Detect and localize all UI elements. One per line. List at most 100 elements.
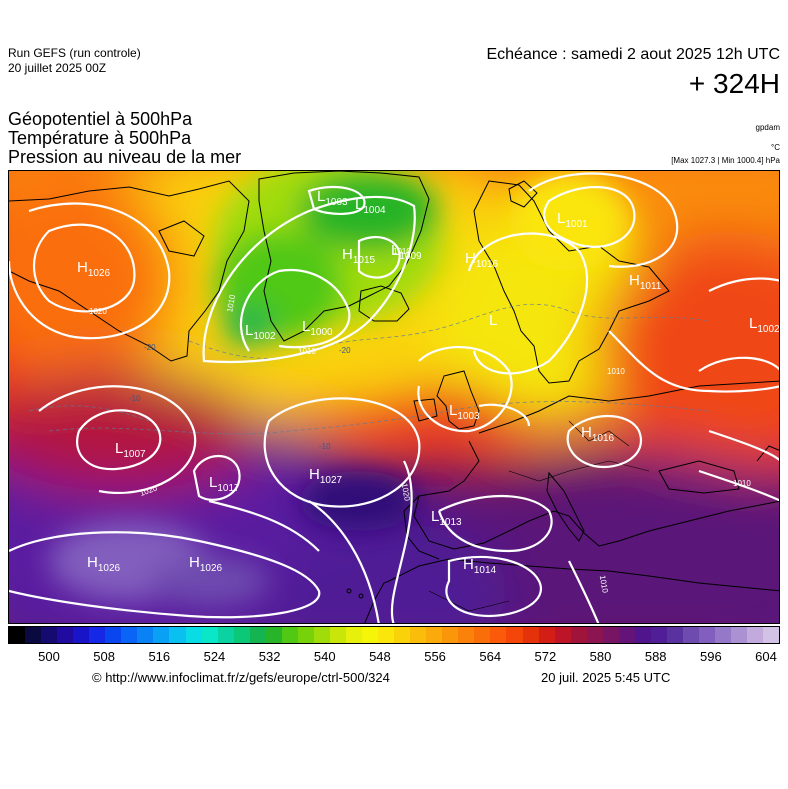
- colorbar-swatch: [763, 627, 780, 643]
- colorbar-swatch: [490, 627, 507, 643]
- colorbar-swatch: [378, 627, 395, 643]
- colorbar-tick-label: 580: [589, 649, 612, 664]
- colorbar-swatch: [522, 627, 539, 643]
- footer-url: © http://www.infoclimat.fr/z/gefs/europe…: [92, 670, 390, 685]
- isobars: [9, 172, 779, 623]
- colorbar-swatch: [281, 627, 298, 643]
- weather-map: H1026 L1003 L1004 H1015 L1009 H1016 L100…: [8, 170, 780, 624]
- colorbar-swatch: [153, 627, 170, 643]
- colorbar-tick-label: 556: [424, 649, 446, 664]
- isobar-label: 1020: [89, 307, 107, 316]
- center-l1001: L1001: [557, 210, 588, 230]
- colorbar-swatch: [618, 627, 635, 643]
- center-l1009: L1009: [391, 242, 422, 262]
- center-l1013: L1013: [431, 508, 462, 528]
- center-l1004: L1004: [355, 196, 386, 216]
- center-h1026-sw: H1026: [87, 554, 121, 574]
- colorbar-swatch: [747, 627, 764, 643]
- colorbar-swatch: [426, 627, 443, 643]
- colorbar-swatch: [313, 627, 330, 643]
- center-h1014: H1014: [463, 556, 497, 576]
- footer-run-time: 20 juil. 2025 5:45 UTC: [541, 670, 671, 685]
- temperature-isotherms: [28, 303, 710, 435]
- colorbar-swatch: [554, 627, 571, 643]
- center-h1027: H1027: [309, 466, 343, 486]
- colorbar-swatch: [410, 627, 427, 643]
- colorbar-swatch: [57, 627, 74, 643]
- colorbar-tick-label: 532: [258, 649, 281, 664]
- lead-time: + 324H: [688, 68, 780, 99]
- colorbar-tick-label: 572: [534, 649, 557, 664]
- temp-label: -10: [319, 442, 331, 451]
- colorbar-swatch: [474, 627, 491, 643]
- pressure-centers: H1026 L1003 L1004 H1015 L1009 H1016 L100…: [77, 188, 780, 576]
- center-h1015: H1015: [342, 246, 376, 266]
- colorbar-tick-label: 604: [755, 649, 777, 664]
- center-h1016-central: H1016: [581, 424, 615, 444]
- colorbar-tick-label: 540: [313, 649, 336, 664]
- center-h1016-north: H1016: [465, 250, 499, 270]
- colorbar-swatch: [41, 627, 58, 643]
- colorbar-swatch: [169, 627, 186, 643]
- center-l1017: L1017: [209, 474, 240, 494]
- colorbar-tick-label: 588: [644, 649, 667, 664]
- colorbar-tick-label: 516: [148, 649, 171, 664]
- colorbar-swatch: [25, 627, 42, 643]
- isobar-label: 1020: [400, 483, 412, 503]
- param-pressure: Pression au niveau de la mer: [8, 147, 242, 167]
- colorbar-tick-label: 596: [699, 649, 722, 664]
- colorbar-swatch: [121, 627, 138, 643]
- temp-label: -10: [129, 394, 141, 403]
- colorbar-swatch: [345, 627, 363, 643]
- isobar-label: 1010: [393, 247, 411, 256]
- geopotential-field: [9, 171, 779, 623]
- temp-label: -20: [339, 346, 351, 355]
- colorbar-swatch: [89, 627, 106, 643]
- center-l1002-greenland: L1002: [245, 322, 276, 342]
- isobar-label: 1010: [607, 367, 625, 376]
- param-geopotential: Géopotentiel à 500hPa: [8, 109, 193, 129]
- center-l1002-east: L1002: [749, 315, 780, 335]
- isobar-label: 1010: [225, 293, 237, 313]
- colorbar-swatch: [185, 627, 202, 643]
- colorbar-swatch: [73, 627, 90, 643]
- colorbar-swatch: [699, 627, 716, 643]
- run-title: Run GEFS (run controle): [8, 46, 141, 60]
- center-l1003: L1003: [317, 188, 348, 208]
- colorbar-swatch: [602, 627, 619, 643]
- temp-label: -20: [144, 343, 156, 352]
- run-date: 20 juillet 2025 00Z: [8, 61, 107, 75]
- center-h1026-s: H1026: [189, 554, 223, 574]
- colorbar-swatch: [586, 627, 603, 643]
- colorbar-swatch: [362, 627, 379, 643]
- colorbar-swatch: [666, 627, 683, 643]
- colorbar-swatch: [233, 627, 250, 643]
- center-l1003-uk: L1003: [449, 402, 480, 422]
- colorbar-swatch: [9, 627, 26, 643]
- colorbar-swatch: [394, 627, 411, 643]
- colorbar-tick-label: 508: [93, 649, 115, 664]
- colorbar-tick-label: 524: [203, 649, 226, 664]
- colorbar-swatch: [265, 627, 282, 643]
- colorbar-swatch: [329, 627, 346, 643]
- colorbar-swatch: [297, 627, 314, 643]
- colorbar-swatch: [137, 627, 154, 643]
- colorbar-swatch: [458, 627, 475, 643]
- isobar-label: 1010: [298, 347, 316, 356]
- center-l1000: L1000: [302, 318, 333, 338]
- colorbar-swatch: [731, 627, 748, 643]
- colorbar-swatch: [105, 627, 122, 643]
- isobar-label: 1010: [733, 479, 751, 488]
- coastlines: [9, 171, 779, 623]
- colorbar-swatch: [634, 627, 651, 643]
- center-l-scandinavia: L: [489, 312, 497, 329]
- colorbar-tick-label: 548: [369, 649, 391, 664]
- colorbar-swatch: [682, 627, 700, 643]
- colorbar-swatch: [570, 627, 587, 643]
- colorbar-swatch: [249, 627, 266, 643]
- colorbar-tick-label: 500: [38, 649, 60, 664]
- colorbar-swatch: [506, 627, 523, 643]
- center-h1011: H1011: [629, 272, 662, 292]
- center-h1026-west: H1026: [77, 259, 111, 279]
- colorbar-ticks: 500 508 516 524 532 540 548 556 564 572 580 588 596 6…: [8, 649, 780, 667]
